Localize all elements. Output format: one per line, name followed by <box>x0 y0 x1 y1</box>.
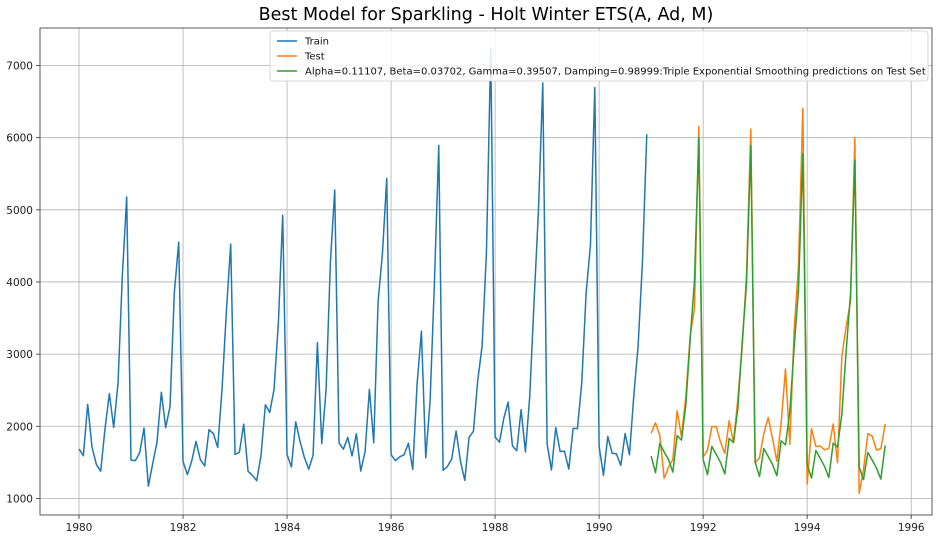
grid <box>40 28 932 515</box>
legend-label-test: Test <box>304 52 325 63</box>
x-tick-label: 1994 <box>794 522 821 534</box>
series-line-pred <box>650 136 886 481</box>
legend: Train Test Alpha=0.11107, Beta=0.03702, … <box>269 30 929 82</box>
x-tick-label: 1986 <box>378 522 405 534</box>
x-tick-label: 1990 <box>586 522 613 534</box>
y-tick-label: 2000 <box>6 421 33 433</box>
x-tick-label: 1988 <box>482 522 509 534</box>
chart-title: Best Model for Sparkling - Holt Winter E… <box>259 5 714 25</box>
x-tick-label: 1982 <box>170 522 197 534</box>
series-group <box>78 47 886 495</box>
plot-frame <box>39 27 933 516</box>
x-tick-label: 1992 <box>690 522 717 534</box>
legend-label-pred: Alpha=0.11107, Beta=0.03702, Gamma=0.395… <box>305 67 926 78</box>
legend-label-train: Train <box>304 37 329 48</box>
x-tick-label: 1996 <box>898 522 925 534</box>
x-tick-label: 1980 <box>66 522 93 534</box>
y-tick-label: 6000 <box>6 133 33 145</box>
ticks: 1980 1982 1984 1986 1988 1990 1992 1994 1996 1000… <box>6 61 925 534</box>
y-tick-label: 1000 <box>6 493 33 505</box>
y-tick-label: 5000 <box>6 205 33 217</box>
y-tick-label: 3000 <box>6 349 33 361</box>
series-line-train <box>78 47 648 487</box>
x-tick-label: 1984 <box>274 522 301 534</box>
legend-box <box>269 30 929 82</box>
y-tick-label: 4000 <box>6 277 33 289</box>
y-tick-label: 7000 <box>6 61 33 73</box>
